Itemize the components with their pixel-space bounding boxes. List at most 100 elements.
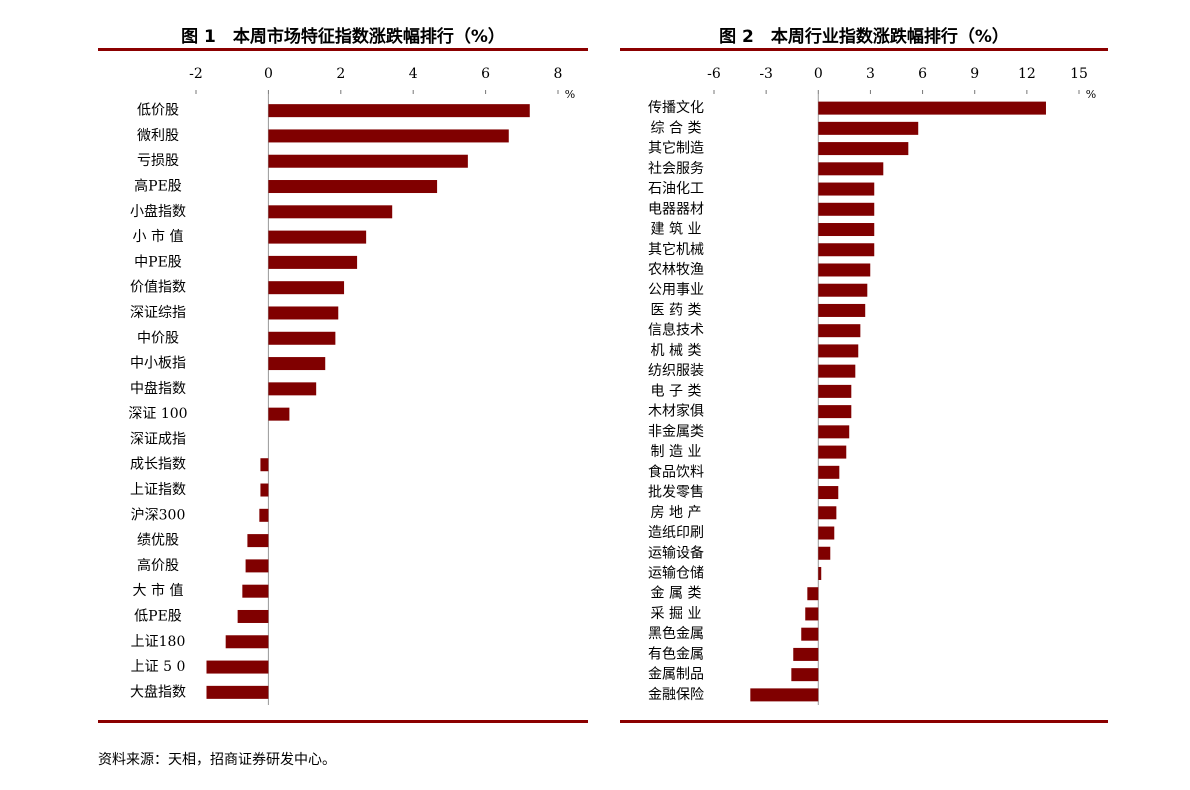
bottom-rule: [98, 720, 588, 723]
bar: [818, 182, 875, 196]
title-rule: [620, 48, 1108, 51]
bar: [818, 405, 852, 419]
category-label: 电 子 类: [651, 383, 702, 399]
bar: [805, 607, 819, 621]
category-label: 深证 100: [128, 406, 187, 422]
bar: [268, 281, 345, 295]
category-label: 房 地 产: [651, 505, 702, 521]
bar: [268, 129, 509, 143]
category-label: 有色金属: [648, 645, 704, 662]
bar: [206, 685, 269, 699]
category-label: 上证180: [131, 634, 186, 650]
category-label: 亏损股: [137, 153, 179, 169]
category-label: 食品饮料: [648, 463, 704, 480]
x-tick-label: 15: [1070, 66, 1088, 82]
x-unit: %: [565, 88, 575, 101]
category-label: 金融保险: [648, 687, 704, 703]
bar: [268, 255, 358, 269]
bar: [268, 180, 438, 194]
x-tick-label: 8: [554, 66, 563, 82]
category-label: 小盘指数: [130, 203, 186, 220]
x-tick-label: 6: [918, 66, 927, 82]
bar: [818, 445, 847, 459]
category-label: 农林牧渔: [648, 262, 704, 278]
bar: [818, 384, 852, 398]
bar: [268, 331, 336, 345]
category-label: 木材家俱: [648, 403, 704, 420]
category-label: 电器器材: [648, 201, 704, 217]
category-label: 中PE股: [134, 254, 182, 270]
category-label: 综 合 类: [651, 120, 702, 136]
category-label: 社会服务: [648, 161, 704, 177]
category-label: 上证指数: [130, 482, 186, 498]
category-label: 中价股: [137, 330, 179, 346]
category-label: 石油化工: [648, 181, 704, 197]
category-label: 中小板指: [130, 356, 186, 372]
category-label: 采 掘 业: [651, 606, 702, 622]
x-tick-label: 2: [336, 66, 345, 82]
chart-title: 图 2 本周行业指数涨跌幅排行（%）: [719, 26, 1009, 47]
bar: [268, 382, 317, 396]
bar: [818, 324, 861, 338]
bar: [268, 407, 290, 421]
bar: [818, 142, 909, 156]
x-unit: %: [1086, 88, 1096, 101]
bar: [206, 660, 269, 674]
category-label: 深证综指: [130, 305, 186, 321]
bar: [801, 627, 819, 641]
category-label: 成长指数: [130, 457, 186, 473]
bar: [245, 559, 269, 573]
bar: [818, 223, 875, 237]
x-tick-label: 3: [866, 66, 875, 82]
x-tick-label: 6: [481, 66, 490, 82]
bar: [268, 104, 530, 118]
bar: [260, 458, 269, 472]
bar: [259, 508, 269, 522]
bar: [818, 263, 871, 277]
x-tick-label: 12: [1018, 66, 1036, 82]
category-label: 传播文化: [648, 100, 704, 116]
category-label: 上证 5 0: [131, 659, 186, 675]
bar: [818, 566, 822, 580]
bar: [818, 283, 868, 297]
category-label: 深证成指: [130, 431, 186, 447]
bar: [818, 344, 859, 358]
category-label: 小 市 值: [133, 228, 184, 245]
bar: [268, 230, 367, 244]
bar: [818, 465, 840, 479]
bar: [818, 243, 875, 257]
category-label: 沪深300: [131, 507, 186, 523]
category-label: 运输设备: [648, 544, 704, 561]
category-label: 其它制造: [648, 140, 704, 157]
bar: [237, 609, 269, 623]
x-tick-label: 9: [970, 66, 979, 82]
category-label: 批发零售: [648, 485, 704, 501]
bar: [247, 534, 269, 548]
bar: [818, 425, 850, 439]
x-tick-label: 0: [814, 66, 823, 82]
category-label: 运输仓储: [648, 565, 704, 581]
category-label: 医 药 类: [651, 302, 702, 318]
bar: [818, 546, 831, 560]
category-label: 金属制品: [648, 667, 704, 683]
category-label: 建 筑 业: [651, 222, 702, 238]
category-label: 非金属类: [648, 424, 704, 440]
bar: [793, 647, 819, 661]
category-label: 其它机械: [648, 241, 704, 258]
bottom-rule: [620, 720, 1108, 723]
bar: [268, 154, 468, 168]
category-label: 大盘指数: [130, 683, 186, 700]
bar: [268, 306, 339, 320]
x-tick-label: -2: [189, 66, 203, 82]
x-tick-label: 0: [264, 66, 273, 82]
category-label: 金 属 类: [651, 586, 702, 602]
category-label: 高PE股: [134, 178, 182, 195]
bar: [818, 121, 919, 135]
bar: [225, 635, 269, 649]
title-rule: [98, 48, 588, 51]
bar: [750, 688, 819, 702]
category-label: 机 械 类: [651, 343, 702, 359]
category-label: 低价股: [137, 103, 179, 119]
bar: [818, 162, 884, 176]
bar: [791, 668, 819, 682]
